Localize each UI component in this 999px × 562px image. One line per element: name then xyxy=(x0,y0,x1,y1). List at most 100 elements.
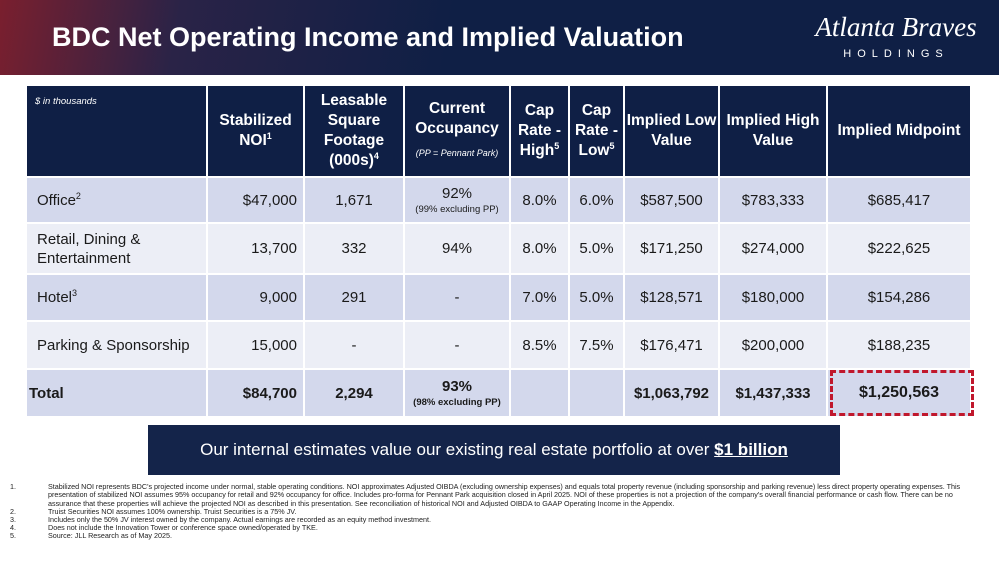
table-cell: $587,500 xyxy=(625,178,720,224)
header-text: Implied Low Value xyxy=(626,112,717,149)
cell-value: 1,671 xyxy=(335,191,373,209)
footnote-number: 1. xyxy=(10,482,16,491)
header-note: (PP = Pennant Park) xyxy=(415,148,499,158)
cell-value: $685,417 xyxy=(867,191,931,209)
header-label: Current Occupancy xyxy=(405,99,509,139)
footnote-number: 5. xyxy=(10,531,16,540)
header-cell: Current Occupancy (PP = Pennant Park) xyxy=(405,86,511,178)
row-label-sup: 3 xyxy=(72,288,78,298)
cell-value: 5.0% xyxy=(579,289,614,306)
unit-note: $ in thousands xyxy=(35,96,97,107)
table-cell: $274,000 xyxy=(720,224,828,275)
table-cell: $222,625 xyxy=(828,224,972,275)
header-text: Cap Rate - High xyxy=(517,102,562,159)
table-cell: 291 xyxy=(305,275,405,322)
cell-value: 2,294 xyxy=(335,384,373,402)
row-label-cell: Retail, Dining & Entertainment xyxy=(27,224,208,275)
header-cell: Implied Midpoint xyxy=(828,86,972,178)
table-cell xyxy=(511,370,570,418)
table-cell: 13,700 xyxy=(208,224,305,275)
highlight-box xyxy=(830,370,974,416)
table-cell: 332 xyxy=(305,224,405,275)
cell-note: (98% excluding PP) xyxy=(413,397,501,408)
row-label: Retail, Dining & Entertainment xyxy=(37,230,209,268)
row-label-text: Parking & Sponsorship xyxy=(37,336,190,354)
header-text: Cap Rate - Low xyxy=(574,102,619,159)
logo-script: Atlanta Braves xyxy=(815,12,977,42)
cell-note: (99% excluding PP) xyxy=(415,204,499,215)
table-cell: 7.5% xyxy=(570,322,625,370)
header-text: Current Occupancy xyxy=(415,100,499,137)
header-text: Implied High Value xyxy=(726,112,820,149)
row-label-cell: Total xyxy=(27,370,208,418)
header-label: Implied Low Value xyxy=(625,111,718,151)
cell-value: 92% xyxy=(441,185,473,202)
footnote-text: Stabilized NOI represents BDC's projecte… xyxy=(48,482,961,508)
header-band xyxy=(0,0,999,75)
cell-value: 6.0% xyxy=(579,191,614,209)
header-cell: Cap Rate - Low5 xyxy=(570,86,625,178)
cell-value: $783,333 xyxy=(741,191,805,209)
table-cell: $180,000 xyxy=(720,275,828,322)
callout: Our internal estimates value our existin… xyxy=(148,425,840,475)
callout-text: Our internal estimates value our existin… xyxy=(200,440,715,459)
row-label-text: Retail, Dining & Entertainment xyxy=(37,230,141,267)
cell-value: $1,437,333 xyxy=(735,384,811,402)
footnote-text: Truist Securities NOI assumes 100% owner… xyxy=(48,507,297,516)
cell-value: $176,471 xyxy=(640,336,703,354)
cell-value: 8.5% xyxy=(522,336,557,354)
footnote-text: Source: JLL Research as of May 2025. xyxy=(48,531,172,540)
table-cell xyxy=(570,370,625,418)
table-cell: $154,286 xyxy=(828,275,972,322)
cell-value: 94% xyxy=(441,240,473,257)
footnote-number: 3. xyxy=(10,515,16,524)
table-cell: $188,235 xyxy=(828,322,972,370)
table-cell: 94% xyxy=(405,224,511,275)
header-sup: 5 xyxy=(554,140,560,151)
header-label: Implied Midpoint xyxy=(837,121,960,141)
header-label: Leasable Square Footage (000s)4 xyxy=(305,91,403,171)
cell-value: - xyxy=(454,336,460,354)
header-text: Implied Midpoint xyxy=(837,122,961,139)
cell-value: $180,000 xyxy=(741,289,805,306)
cell-value: 8.0% xyxy=(522,240,557,257)
cell-value: $1,063,792 xyxy=(633,384,710,402)
cell-value: 7.5% xyxy=(579,336,614,354)
header-label: Cap Rate - High5 xyxy=(511,101,568,161)
cell-value: - xyxy=(454,289,460,306)
table-cell: 5.0% xyxy=(570,275,625,322)
footnote-text: Does not include the Innovation Tower or… xyxy=(48,523,318,532)
table-cell: $200,000 xyxy=(720,322,828,370)
table-cell: 92% (99% excluding PP) xyxy=(405,178,511,224)
header-sup: 1 xyxy=(266,130,272,141)
cell-value: $274,000 xyxy=(741,240,805,257)
table-cell: 7.0% xyxy=(511,275,570,322)
row-label: Hotel3 xyxy=(37,288,209,307)
cell-value: $1,250,563 xyxy=(858,384,940,401)
cell-value: 291 xyxy=(341,289,367,306)
cell-value: 13,700 xyxy=(251,240,297,257)
table-cell: 6.0% xyxy=(570,178,625,224)
table-cell: 93% (98% excluding PP) xyxy=(405,370,511,418)
header-sup: 4 xyxy=(373,150,379,161)
cell-value: 8.0% xyxy=(522,191,557,209)
header-cell: $ in thousands xyxy=(27,86,208,178)
footnote-text: Includes only the 50% JV interest owned … xyxy=(48,515,432,524)
table-cell: 2,294 xyxy=(305,370,405,418)
cell-value: $200,000 xyxy=(741,336,805,354)
table-cell: 9,000 xyxy=(208,275,305,322)
cell-value: $188,235 xyxy=(867,336,931,354)
table-cell: $84,700 xyxy=(208,370,305,418)
cell-value: 93% xyxy=(441,378,473,395)
cell-value: $222,625 xyxy=(867,240,931,257)
cell-value: $171,250 xyxy=(640,240,703,257)
table-cell: $176,471 xyxy=(625,322,720,370)
row-label: Total xyxy=(29,384,201,403)
row-label-text: Total xyxy=(29,384,64,402)
table-cell: 8.5% xyxy=(511,322,570,370)
cell-value: 9,000 xyxy=(259,289,297,306)
cell-value: - xyxy=(351,336,357,354)
header-label: Stabilized NOI1 xyxy=(208,111,303,151)
header-sup: 5 xyxy=(609,140,615,151)
